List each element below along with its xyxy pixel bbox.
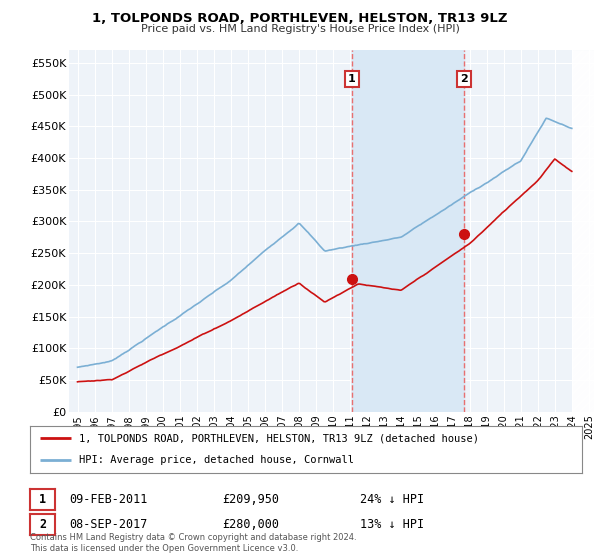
Bar <box>352 50 464 412</box>
Text: 08-SEP-2017: 08-SEP-2017 <box>69 518 148 531</box>
Text: £280,000: £280,000 <box>222 518 279 531</box>
Text: 09-FEB-2011: 09-FEB-2011 <box>69 493 148 506</box>
Text: 2: 2 <box>39 518 46 531</box>
Bar <box>572 50 594 412</box>
Text: Price paid vs. HM Land Registry's House Price Index (HPI): Price paid vs. HM Land Registry's House … <box>140 24 460 34</box>
Text: 2: 2 <box>460 74 468 84</box>
Text: £209,950: £209,950 <box>222 493 279 506</box>
Text: 13% ↓ HPI: 13% ↓ HPI <box>360 518 424 531</box>
Text: HPI: Average price, detached house, Cornwall: HPI: Average price, detached house, Corn… <box>79 455 353 465</box>
Text: 24% ↓ HPI: 24% ↓ HPI <box>360 493 424 506</box>
Text: 1, TOLPONDS ROAD, PORTHLEVEN, HELSTON, TR13 9LZ (detached house): 1, TOLPONDS ROAD, PORTHLEVEN, HELSTON, T… <box>79 433 479 444</box>
Text: 1, TOLPONDS ROAD, PORTHLEVEN, HELSTON, TR13 9LZ: 1, TOLPONDS ROAD, PORTHLEVEN, HELSTON, T… <box>92 12 508 25</box>
Text: Contains HM Land Registry data © Crown copyright and database right 2024.
This d: Contains HM Land Registry data © Crown c… <box>30 533 356 553</box>
Text: 1: 1 <box>39 493 46 506</box>
Text: 1: 1 <box>348 74 356 84</box>
